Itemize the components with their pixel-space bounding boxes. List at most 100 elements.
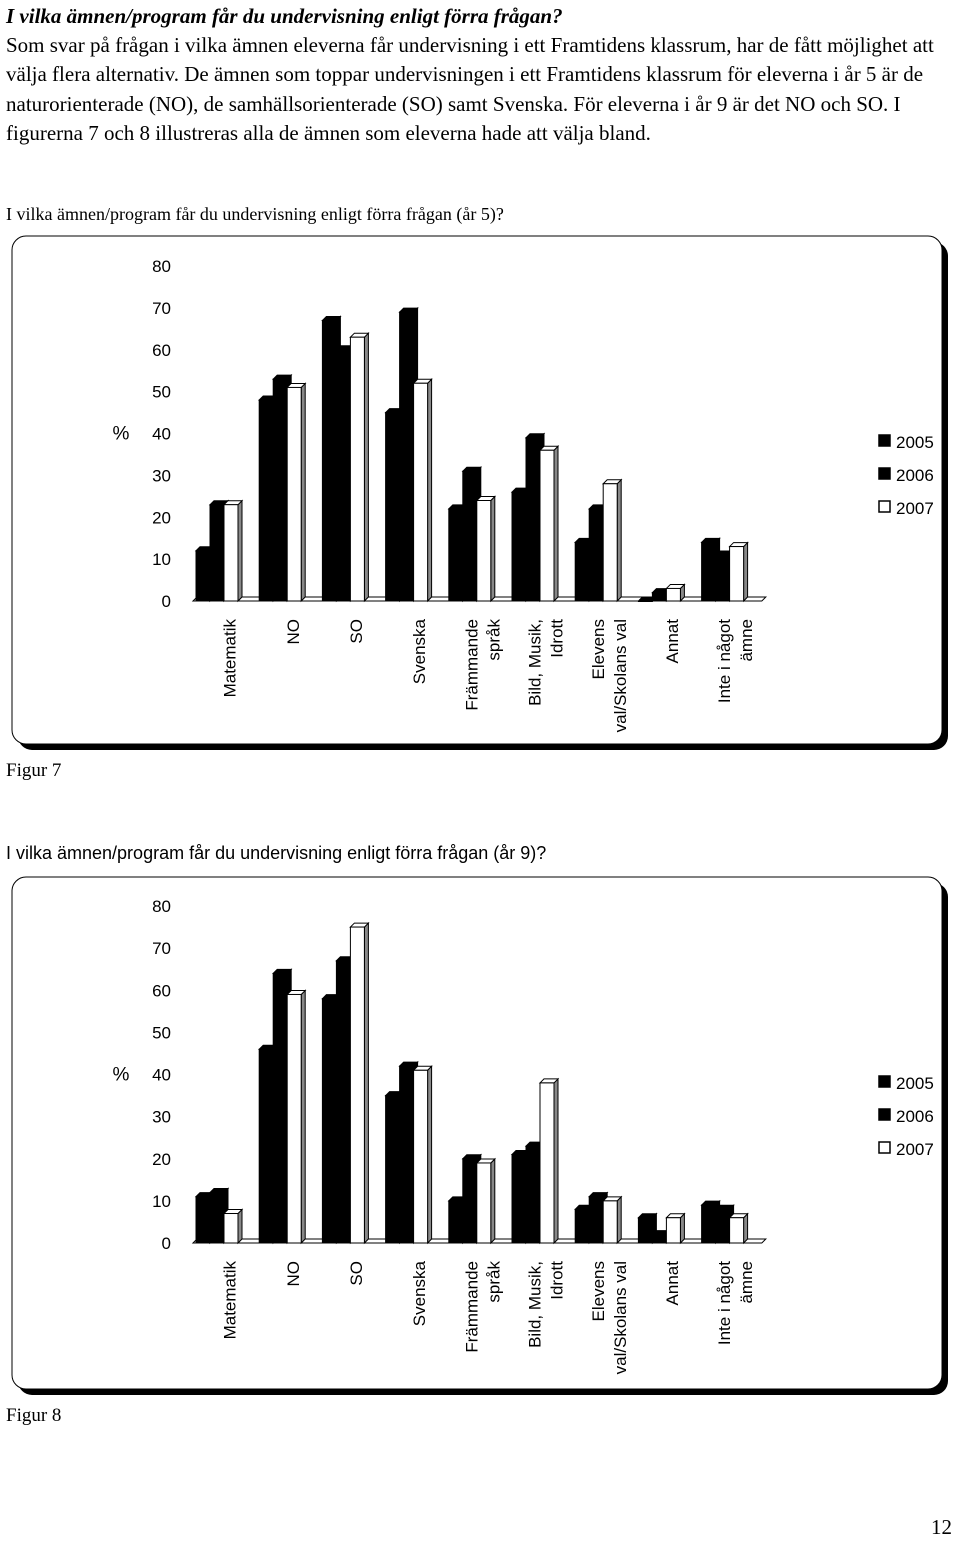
- x-tick-label-line: val/Skolans val: [611, 1261, 630, 1374]
- bar: [258, 1048, 274, 1244]
- bar: [665, 587, 681, 602]
- legend-label: 2007: [896, 499, 934, 518]
- bar: [413, 1069, 429, 1244]
- bar: [413, 382, 429, 602]
- bar: [651, 592, 667, 602]
- bar: [462, 1158, 478, 1244]
- bar: [637, 1217, 653, 1244]
- bar: [209, 1191, 225, 1244]
- bar-side: [743, 541, 749, 603]
- bar: [525, 437, 541, 602]
- bar: [385, 1095, 401, 1244]
- bar: [715, 554, 731, 602]
- figure8-heading: I vilka ämnen/program får du undervisnin…: [6, 843, 547, 863]
- bar-side: [300, 382, 306, 603]
- bar: [525, 1145, 541, 1244]
- x-tick-label-line: språk: [484, 1261, 503, 1303]
- x-tick-label-line: SO: [347, 1261, 366, 1286]
- figure7-heading: I vilka ämnen/program får du undervisnin…: [6, 204, 504, 224]
- intro-paragraph: I vilka ämnen/program får du undervisnin…: [6, 2, 951, 148]
- x-tick-label-line: Bild, Musik,: [526, 619, 545, 706]
- page-number: 12: [931, 1515, 952, 1539]
- x-tick-label-line: Främmande: [462, 619, 481, 711]
- y-tick-label: 80: [152, 897, 171, 916]
- bar-side: [553, 1077, 559, 1245]
- bar-side: [553, 445, 559, 603]
- legend-label: 2005: [896, 1074, 934, 1093]
- x-tick-label: Matematik: [221, 1261, 240, 1340]
- x-tick-label-line: Elevens: [589, 1261, 608, 1321]
- x-tick-label: Främmande språk: [462, 619, 503, 711]
- x-tick-label: Svenska: [410, 1260, 429, 1326]
- y-tick-label: 40: [152, 1066, 171, 1085]
- bar: [729, 546, 745, 602]
- bar: [321, 998, 337, 1244]
- bar: [476, 500, 492, 602]
- x-tick-label: Inte i något ämne: [715, 1261, 756, 1345]
- y-tick-label: 0: [162, 592, 171, 611]
- y-tick-label: 60: [152, 341, 171, 360]
- bar: [574, 541, 590, 602]
- x-tick-label: Annat: [663, 619, 682, 664]
- bar-top: [271, 968, 293, 974]
- figure8-chart-svg: 0 10 20 30 40 50 60 70 80% Matematik NO SO Svenska Fr…: [11, 876, 948, 1395]
- bar: [399, 311, 415, 602]
- x-tick-label-line: val/Skolans val: [611, 619, 630, 732]
- bar: [588, 508, 604, 602]
- x-tick-label: Inte i något ämne: [715, 619, 756, 703]
- bar-top: [601, 1196, 623, 1202]
- bar-top: [412, 378, 433, 384]
- x-tick-label-line: NO: [284, 1261, 303, 1287]
- figure7-label: Figur 7: [6, 760, 62, 781]
- figure7-chart: 0 10 20 30 40 50 60 70 80% Matematik NO SO Svenska Fr…: [0, 232, 960, 754]
- bar-side: [363, 921, 369, 1245]
- x-tick-label-line: Svenska: [410, 1260, 429, 1326]
- bar-top: [665, 1213, 686, 1219]
- bar-top: [728, 1213, 749, 1219]
- bar-side: [679, 1212, 685, 1245]
- bar: [511, 1154, 527, 1244]
- bar-top: [461, 1154, 483, 1160]
- bar-top: [222, 500, 244, 506]
- chart-frame: [11, 876, 943, 1390]
- x-tick-label: Annat: [663, 1261, 682, 1306]
- bar-side: [427, 1065, 433, 1245]
- bar: [223, 1213, 239, 1244]
- bar: [476, 1162, 492, 1244]
- bar-side: [427, 378, 433, 603]
- y-axis-label: %: [113, 424, 130, 445]
- intro-text: Som svar på frågan i vilka ämnen elevern…: [6, 33, 934, 145]
- x-tick-label: Elevens val/Skolans val: [589, 1261, 630, 1374]
- legend-swatch: [878, 1075, 891, 1088]
- bar: [448, 1200, 464, 1244]
- bar-top: [412, 1065, 433, 1071]
- y-tick-label: 70: [152, 299, 171, 318]
- x-tick-label: NO: [284, 619, 303, 645]
- x-tick-label-line: Bild, Musik,: [526, 1261, 545, 1348]
- bar-top: [728, 542, 749, 548]
- x-tick-label-line: SO: [347, 619, 366, 644]
- bar-top: [538, 445, 560, 451]
- bar-top: [271, 374, 293, 380]
- bar-top: [208, 1187, 230, 1193]
- bar: [335, 960, 351, 1244]
- bar-side: [363, 331, 369, 603]
- x-tick-label-line: NO: [284, 619, 303, 645]
- y-tick-label: 40: [152, 425, 171, 444]
- x-tick-label: SO: [347, 1261, 366, 1286]
- y-tick-label: 60: [152, 981, 171, 1000]
- x-tick-label-line: Inte i något: [715, 619, 734, 703]
- figure8-label: Figur 8: [6, 1405, 62, 1426]
- x-tick-label: Matematik: [221, 619, 240, 698]
- bar: [665, 1217, 681, 1244]
- x-tick-label-line: Elevens: [589, 619, 608, 679]
- figure8-chart: 0 10 20 30 40 50 60 70 80% Matematik NO SO Svenska Fr…: [0, 873, 960, 1399]
- bar-top: [398, 1061, 419, 1067]
- bar: [195, 550, 211, 602]
- bar-top: [700, 1200, 721, 1206]
- x-tick-label-line: Annat: [663, 1261, 682, 1306]
- bar: [602, 1200, 618, 1244]
- bar: [349, 926, 365, 1244]
- y-tick-label: 0: [162, 1234, 171, 1253]
- bar: [637, 600, 653, 602]
